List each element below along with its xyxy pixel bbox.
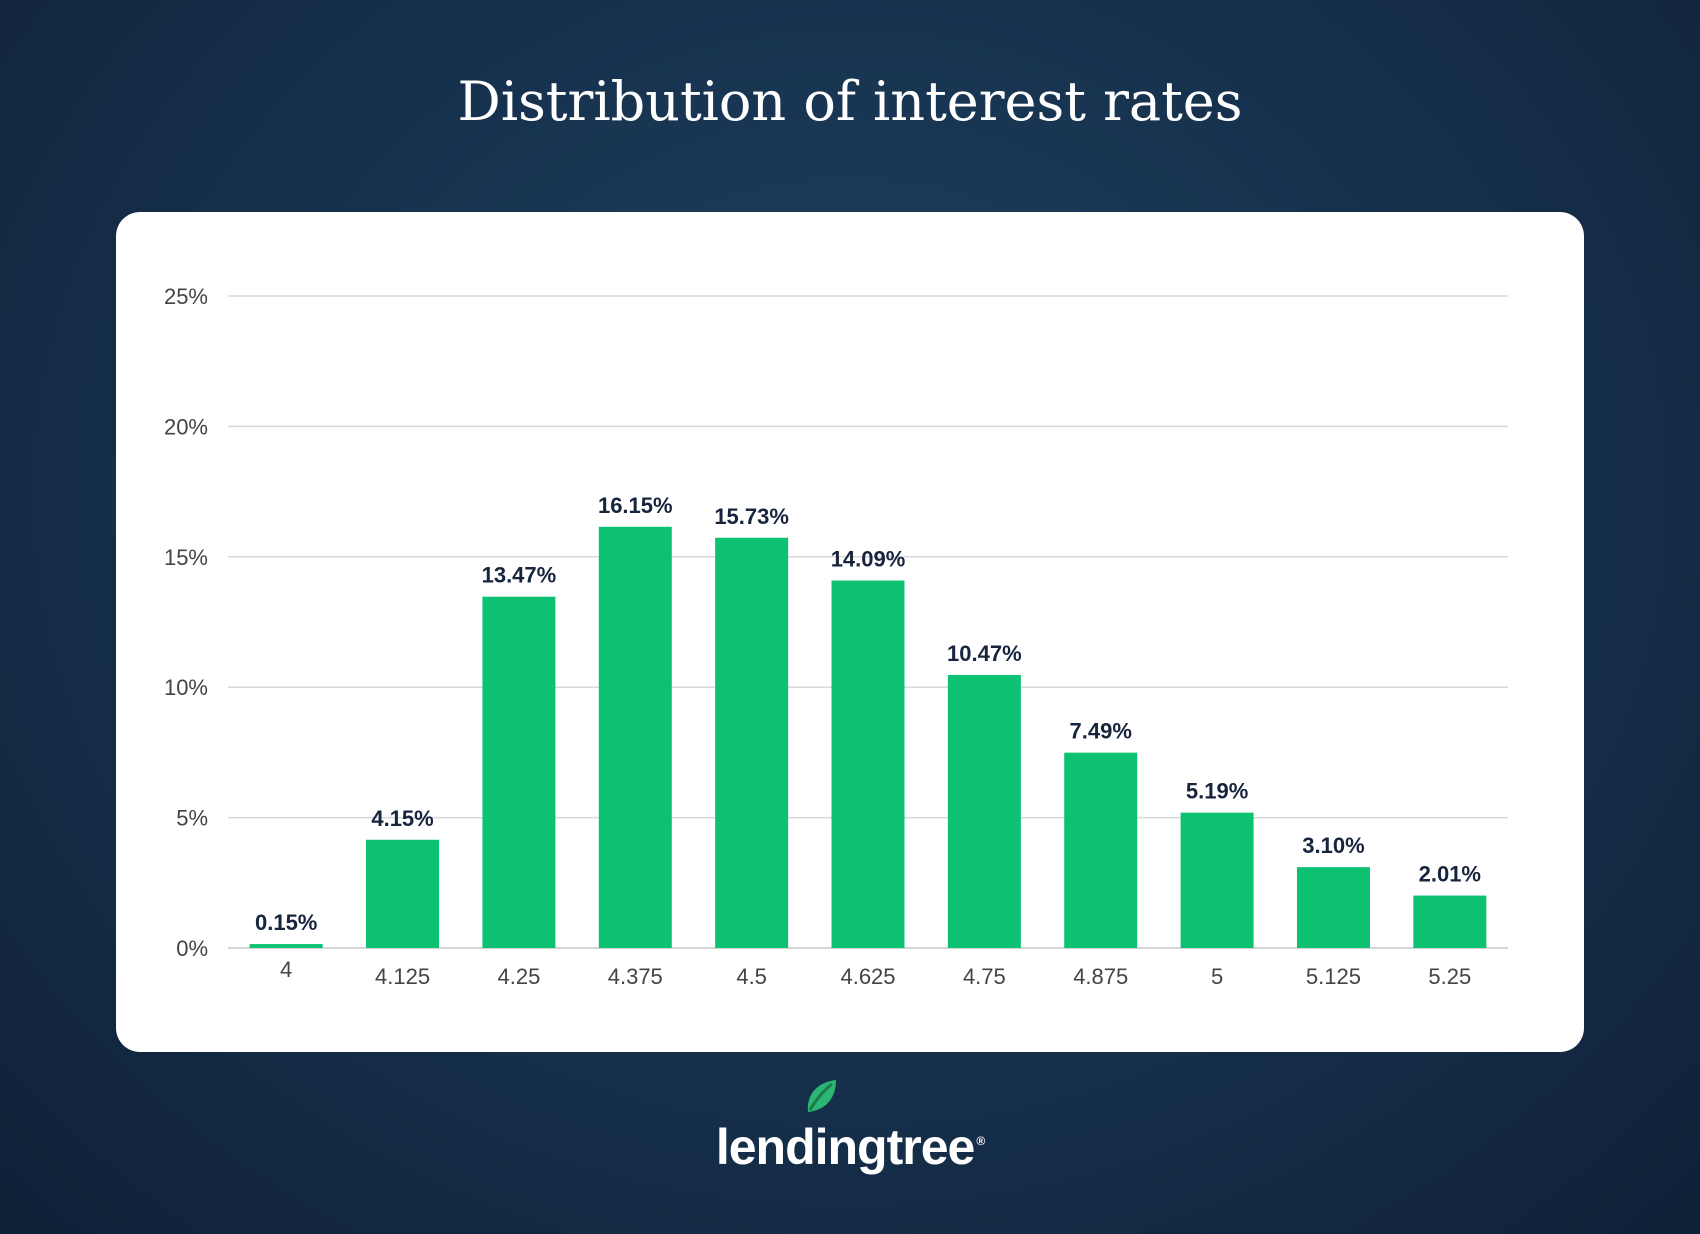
y-tick-label: 20% (164, 414, 208, 439)
bar (598, 526, 672, 948)
data-label: 0.15% (255, 910, 317, 935)
x-tick-label: 5.125 (1306, 964, 1361, 989)
bar (249, 944, 323, 948)
x-tick-label: 4.625 (840, 964, 895, 989)
x-tick-label: 4.125 (375, 964, 430, 989)
data-label: 10.47% (947, 641, 1022, 666)
bar (366, 839, 440, 948)
data-label: 13.47% (482, 563, 557, 588)
x-tick-label: 4.375 (608, 964, 663, 989)
bar (482, 596, 556, 948)
x-tick-label: 4.875 (1073, 964, 1128, 989)
bar (1413, 895, 1487, 948)
x-tick-label: 5.25 (1428, 964, 1471, 989)
bar (831, 580, 905, 948)
brand-name: lendingtree (715, 1119, 975, 1175)
bar (1064, 752, 1138, 948)
chart-title: Distribution of interest rates (457, 70, 1243, 133)
y-tick-label: 5% (176, 806, 208, 831)
data-label: 7.49% (1070, 719, 1132, 744)
data-label: 4.15% (371, 806, 433, 831)
bar (1180, 812, 1254, 948)
bar (715, 537, 789, 948)
brand-logo: lendingtree ® (0, 1080, 1700, 1176)
leaf-icon (807, 1080, 836, 1112)
data-label: 15.73% (714, 504, 789, 529)
bar (947, 674, 1021, 948)
registered-mark: ® (976, 1134, 985, 1148)
data-label: 14.09% (831, 547, 906, 572)
bar-chart: 0% 5% 10% 15% 20% 25% 0.15% 4 4.15% 4.125 13.47% 4.… (164, 284, 1508, 989)
data-label: 5.19% (1186, 779, 1248, 804)
y-tick-label: 10% (164, 675, 208, 700)
bar (1296, 867, 1370, 948)
data-label: 16.15% (598, 493, 673, 518)
x-tick-label: 4 (280, 957, 292, 982)
data-label: 3.10% (1302, 833, 1364, 858)
data-label: 2.01% (1419, 862, 1481, 887)
x-tick-label: 5 (1211, 964, 1223, 989)
y-tick-label: 0% (176, 936, 208, 961)
y-tick-label: 25% (164, 284, 208, 309)
x-tick-label: 4.5 (736, 964, 767, 989)
chart-card: 0% 5% 10% 15% 20% 25% 0.15% 4 4.15% 4.125 13.47% 4.… (116, 212, 1584, 1052)
y-tick-label: 15% (164, 545, 208, 570)
x-tick-label: 4.75 (963, 964, 1006, 989)
x-tick-label: 4.25 (497, 964, 540, 989)
